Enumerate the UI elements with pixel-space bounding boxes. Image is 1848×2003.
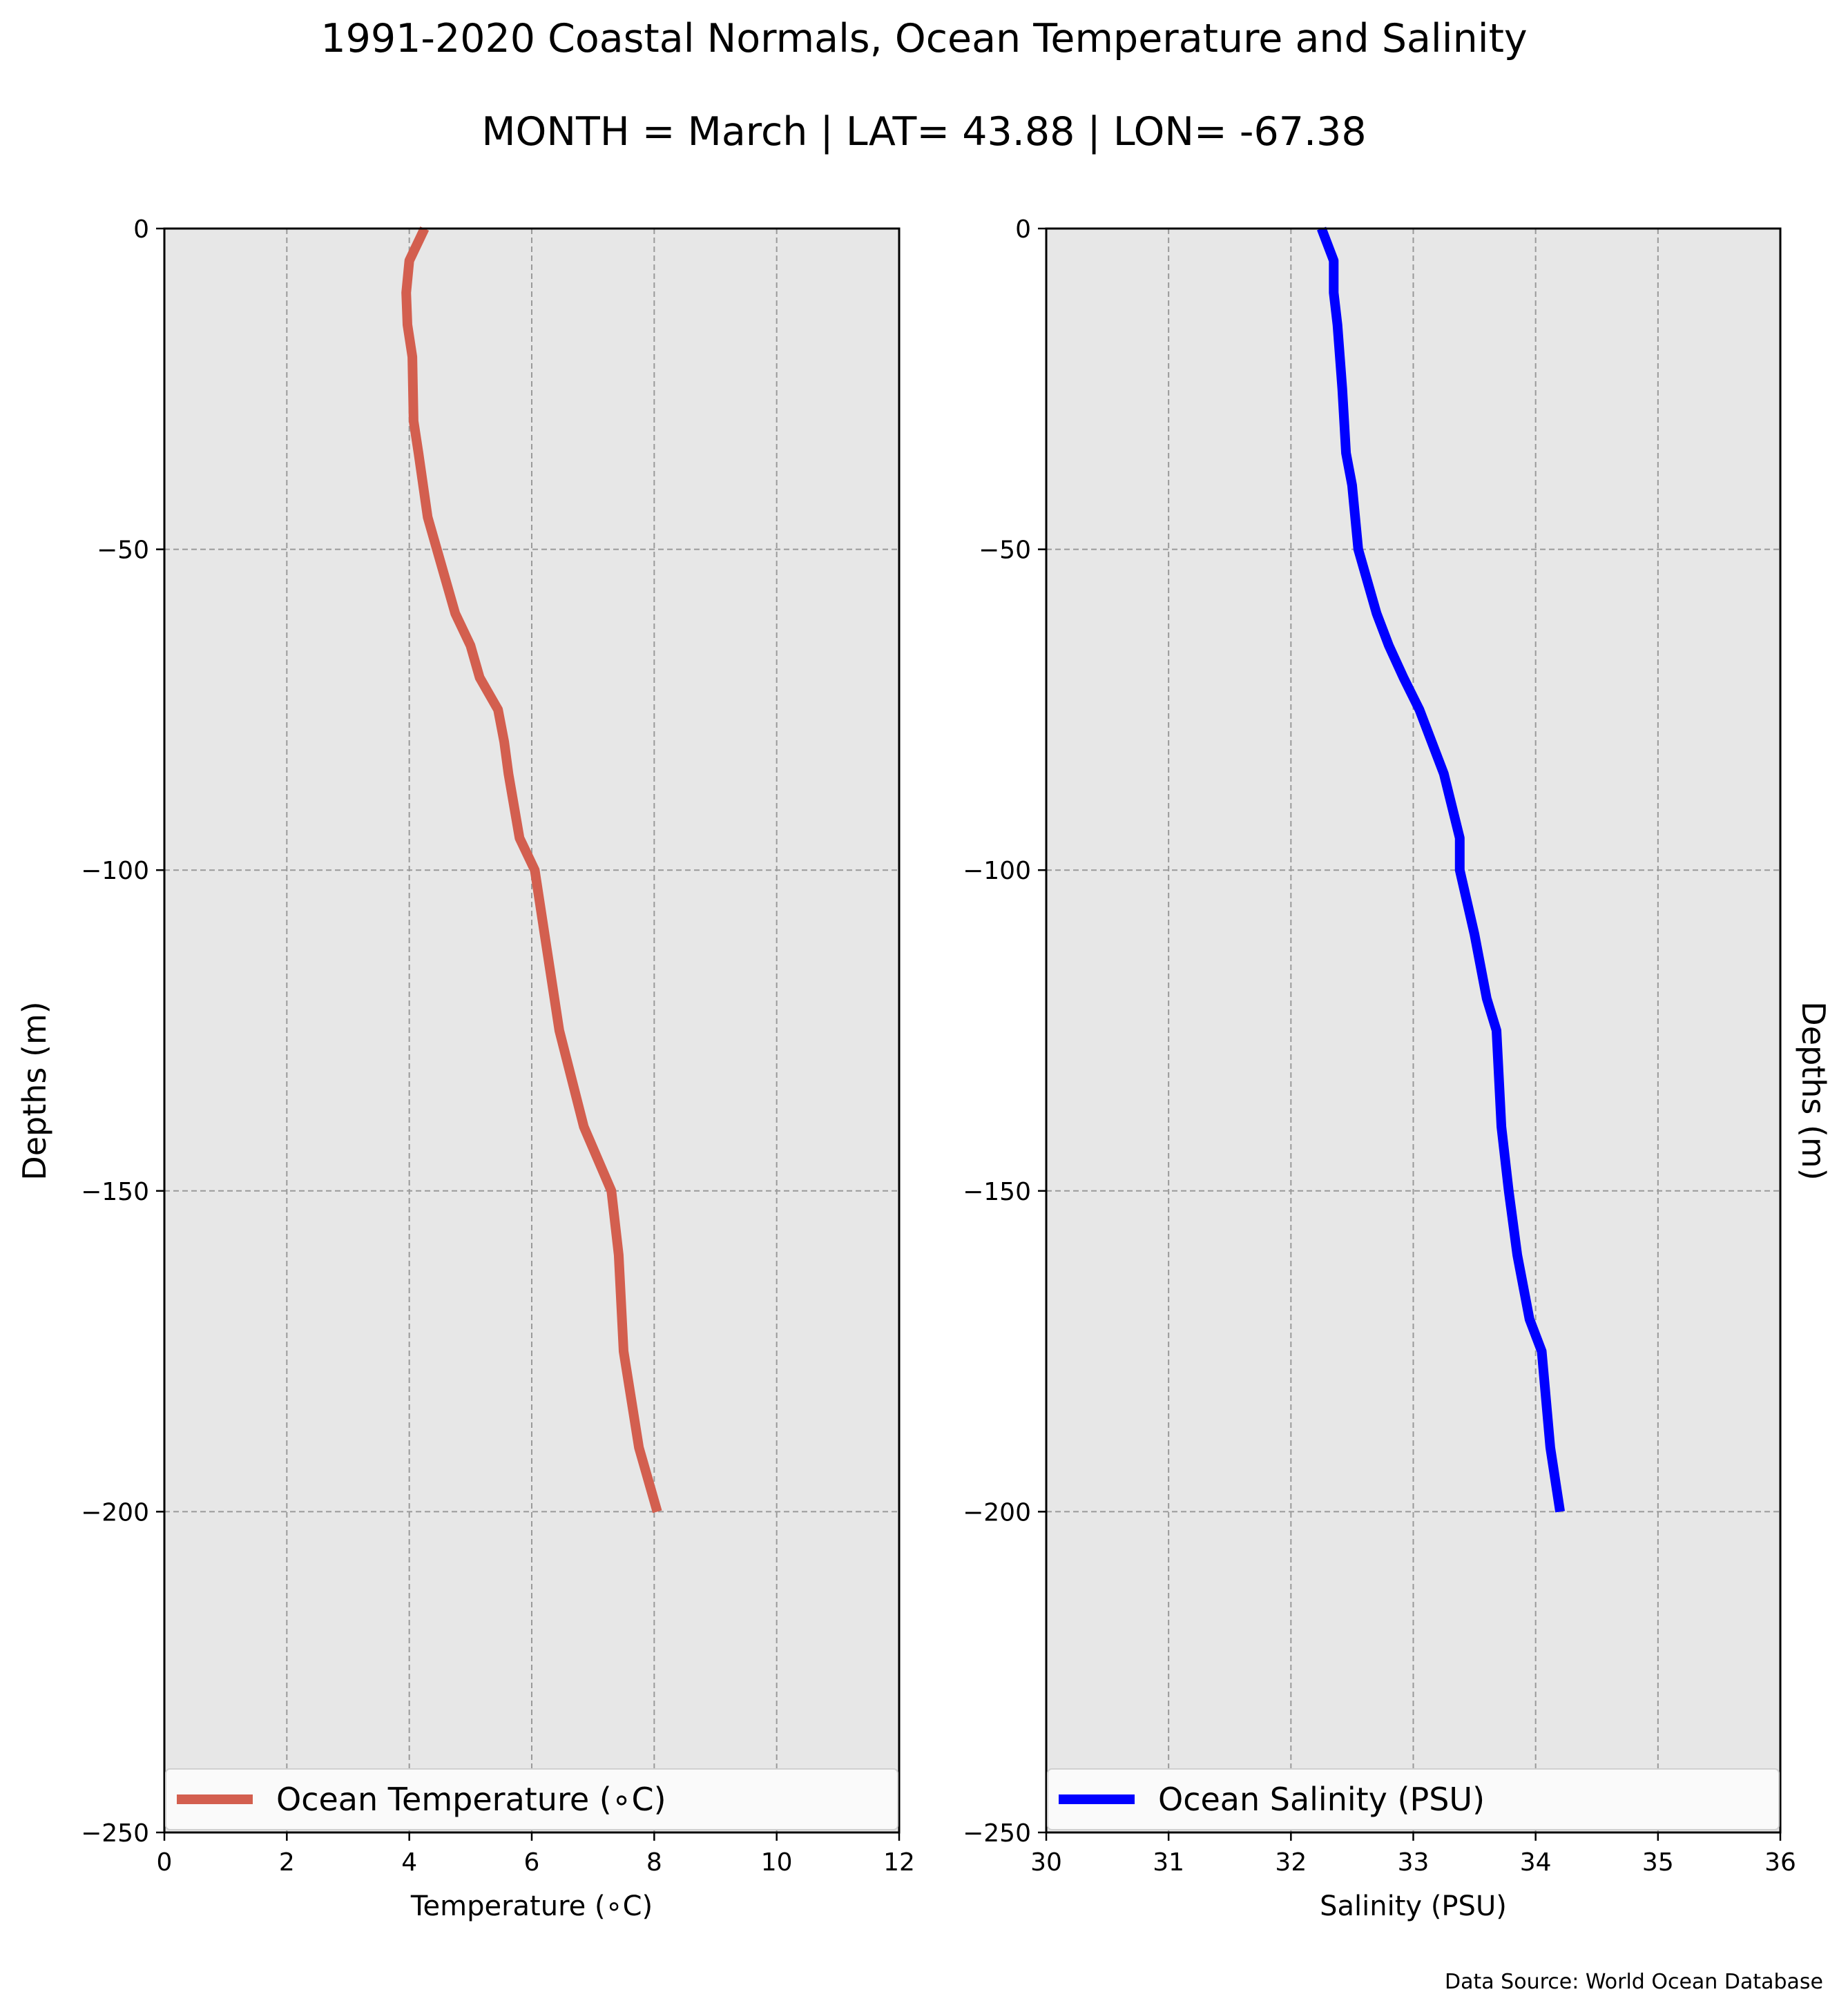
temperature-legend-box — [165, 1768, 898, 1830]
salinity-x-tick-label-2: 32 — [1275, 1848, 1307, 1877]
salinity-legend: Ocean Salinity (PSU) — [1047, 1768, 1780, 1830]
temperature-y-tick-label-0: 0 — [133, 215, 149, 244]
salinity-y-tick-label-1: −50 — [979, 536, 1031, 565]
salinity-y-tick-label-0: 0 — [1015, 215, 1031, 244]
salinity-x-tick-label-6: 36 — [1764, 1848, 1796, 1877]
figure-subtitle: MONTH = March | LAT= 43.88 | LON= -67.38 — [481, 109, 1366, 155]
temperature-legend: Ocean Temperature (∘C) — [165, 1768, 898, 1830]
data-source-note: Data Source: World Ocean Database — [1445, 1970, 1823, 1994]
temperature-x-tick-label-1: 2 — [279, 1848, 295, 1877]
salinity-legend-box — [1047, 1768, 1780, 1830]
temperature-x-tick-label-4: 8 — [646, 1848, 662, 1877]
salinity-y-tick-label-4: −200 — [963, 1498, 1031, 1527]
temperature-y-tick-label-4: −200 — [81, 1498, 149, 1527]
salinity-x-axis-label: Salinity (PSU) — [1320, 1890, 1507, 1922]
temperature-x-axis-label: Temperature (∘C) — [410, 1890, 653, 1922]
figure-title: 1991-2020 Coastal Normals, Ocean Tempera… — [320, 16, 1527, 61]
salinity-x-tick-label-0: 30 — [1030, 1848, 1062, 1877]
salinity-panel: 30 31 32 33 34 35 36 0 −50 −100 −150 −200 −250 Salini… — [963, 215, 1796, 1922]
temperature-legend-label-0: Ocean Temperature (∘C) — [276, 1781, 666, 1818]
temperature-y-tick-label-2: −100 — [81, 857, 149, 885]
left-y-axis-label: Depths (m) — [16, 1001, 53, 1180]
right-y-axis-label: Depths (m) — [1795, 1001, 1832, 1180]
salinity-y-tick-label-5: −250 — [963, 1819, 1031, 1848]
temperature-x-tick-label-0: 0 — [157, 1848, 173, 1877]
temperature-y-tick-label-5: −250 — [81, 1819, 149, 1848]
temperature-panel: 0 2 4 6 8 10 12 0 −50 −100 −150 −200 −250 Temperature… — [81, 215, 915, 1922]
salinity-series-line-0 — [1317, 226, 1566, 1513]
temperature-series-line-0 — [401, 226, 662, 1513]
salinity-x-tick-label-1: 31 — [1153, 1848, 1184, 1877]
temperature-x-tick-label-6: 12 — [883, 1848, 915, 1877]
temperature-y-tick-label-1: −50 — [97, 536, 149, 565]
salinity-x-tick-label-3: 33 — [1398, 1848, 1430, 1877]
salinity-y-tick-label-3: −150 — [963, 1178, 1031, 1206]
salinity-x-tick-label-5: 35 — [1642, 1848, 1674, 1877]
salinity-y-tick-label-2: −100 — [963, 857, 1031, 885]
chart-panels: 0 2 4 6 8 10 12 0 −50 −100 −150 −200 −250 Temperature… — [81, 215, 1796, 1922]
temperature-x-tick-label-5: 10 — [761, 1848, 793, 1877]
temperature-x-tick-label-3: 6 — [524, 1848, 540, 1877]
temperature-x-tick-label-2: 4 — [401, 1848, 417, 1877]
salinity-x-tick-label-4: 34 — [1520, 1848, 1552, 1877]
temperature-y-tick-label-3: −150 — [81, 1178, 149, 1206]
salinity-legend-label-0: Ocean Salinity (PSU) — [1158, 1781, 1485, 1818]
